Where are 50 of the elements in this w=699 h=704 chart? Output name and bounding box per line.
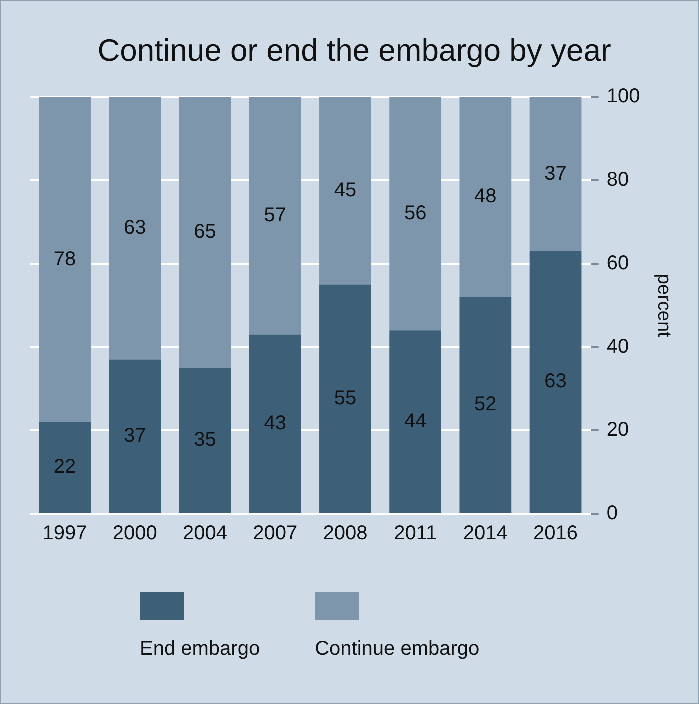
bar — [460, 297, 512, 513]
data-label: 78 — [54, 248, 76, 270]
x-tick-label: 2007 — [253, 522, 298, 545]
y-tick-label: 60 — [606, 252, 630, 274]
data-label: 44 — [404, 410, 427, 432]
legend-label: Continue embargo — [315, 638, 480, 661]
chart-title: Continue or end the embargo by year — [98, 33, 612, 68]
data-label: 63 — [124, 217, 146, 240]
bar — [179, 368, 232, 513]
bar — [39, 97, 91, 422]
bar — [530, 251, 582, 513]
data-label: 37 — [124, 424, 146, 447]
data-label: 57 — [264, 204, 286, 227]
data-label: 65 — [194, 221, 216, 244]
bar — [390, 97, 442, 331]
x-tick-label: 2016 — [534, 522, 578, 545]
y-tick-label: 20 — [606, 419, 630, 442]
x-tick-label: 2000 — [112, 522, 158, 545]
x-tick-label: 2004 — [183, 522, 228, 545]
x-tick-label: 2014 — [463, 522, 508, 545]
data-label: 43 — [264, 412, 286, 434]
bar — [530, 97, 582, 252]
bar — [460, 97, 512, 298]
bar — [320, 97, 372, 285]
data-label: 48 — [474, 186, 497, 208]
bar — [320, 284, 372, 513]
bar — [179, 97, 232, 368]
bar — [249, 334, 302, 513]
data-label: 56 — [404, 202, 427, 224]
data-label: 63 — [544, 370, 567, 393]
bar — [390, 330, 442, 513]
data-label: 52 — [474, 394, 497, 416]
bar — [109, 360, 162, 513]
bar — [39, 422, 91, 513]
bar — [249, 97, 302, 335]
data-label: 55 — [334, 387, 357, 410]
x-tick-label: 2008 — [323, 522, 368, 545]
y-tick-label: 0 — [606, 502, 618, 525]
x-tick-label: 2011 — [394, 522, 438, 545]
y-tick-label: 40 — [606, 336, 630, 358]
y-axis-title: percent — [653, 274, 674, 338]
y-tick-label: 80 — [606, 169, 630, 192]
data-label: 45 — [334, 179, 357, 202]
x-tick-label: 1997 — [42, 522, 88, 545]
legend-label: End embargo — [140, 638, 260, 661]
data-label: 22 — [54, 456, 76, 478]
bar — [109, 97, 162, 360]
data-label: 37 — [544, 162, 567, 185]
data-label: 35 — [194, 429, 216, 452]
y-tick-label: 100 — [606, 86, 640, 108]
